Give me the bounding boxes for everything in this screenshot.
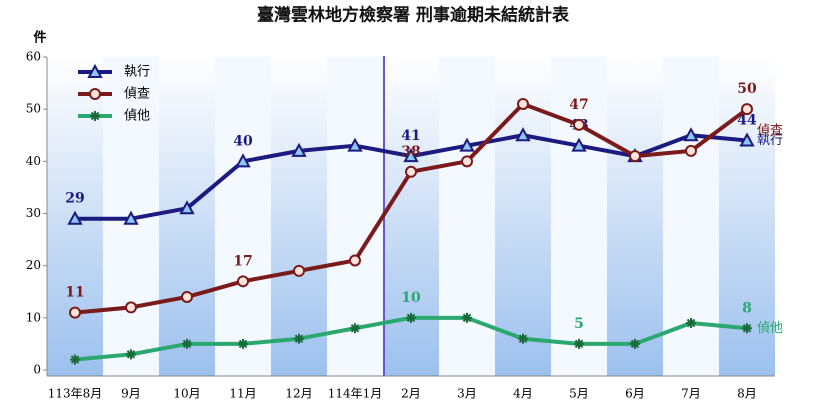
legend-label: 偵查 bbox=[124, 87, 150, 102]
data-label: 47 bbox=[569, 97, 588, 113]
y-tick-label: 60 bbox=[26, 50, 41, 64]
series-end-label: 偵查 bbox=[757, 124, 783, 139]
x-tick-label: 114年1月 bbox=[328, 387, 383, 401]
data-label: 29 bbox=[65, 191, 84, 207]
marker bbox=[739, 132, 755, 147]
marker bbox=[517, 97, 529, 110]
x-tick-label: 113年8月 bbox=[48, 387, 103, 401]
band bbox=[607, 57, 663, 376]
marker bbox=[123, 210, 139, 225]
marker bbox=[459, 137, 475, 152]
marker bbox=[405, 165, 417, 178]
marker bbox=[461, 155, 473, 168]
marker bbox=[293, 264, 305, 277]
x-tick-label: 11月 bbox=[229, 387, 256, 401]
marker bbox=[571, 137, 587, 152]
marker bbox=[238, 338, 248, 349]
marker bbox=[403, 148, 419, 163]
data-label: 10 bbox=[401, 290, 421, 306]
y-tick-label: 0 bbox=[33, 363, 41, 377]
data-label: 40 bbox=[233, 133, 253, 149]
marker bbox=[69, 306, 81, 319]
marker bbox=[291, 142, 307, 157]
chart-title: 臺灣雲林地方檢察署 刑事逾期未結統計表 bbox=[257, 5, 570, 26]
band bbox=[439, 57, 495, 376]
marker bbox=[126, 349, 136, 360]
marker bbox=[179, 200, 195, 215]
band bbox=[271, 57, 327, 376]
data-label: 50 bbox=[737, 81, 757, 97]
band bbox=[159, 57, 215, 376]
marker bbox=[574, 338, 584, 349]
marker bbox=[685, 144, 697, 157]
band bbox=[383, 57, 439, 376]
x-tick-label: 10月 bbox=[173, 387, 200, 401]
marker bbox=[573, 118, 585, 131]
data-label: 38 bbox=[401, 144, 420, 160]
x-tick-label: 3月 bbox=[457, 387, 477, 401]
plot-background bbox=[47, 57, 775, 376]
x-tick-label: 9月 bbox=[121, 387, 141, 401]
legend-label: 執行 bbox=[124, 64, 150, 80]
data-label: 5 bbox=[574, 316, 584, 332]
y-tick-label: 10 bbox=[26, 310, 41, 324]
plot: 2940414344執行執行1117384750偵查偵查1058偵他偵他 bbox=[65, 64, 783, 365]
data-label: 41 bbox=[401, 128, 420, 144]
x-tick-label: 4月 bbox=[513, 387, 533, 401]
data-label: 11 bbox=[65, 285, 84, 301]
x-tick-label: 5月 bbox=[569, 387, 589, 401]
x-tick-label: 7月 bbox=[681, 387, 701, 401]
marker bbox=[181, 290, 193, 303]
band bbox=[551, 57, 607, 376]
marker bbox=[742, 323, 752, 334]
y-axis-label: 件 bbox=[33, 30, 46, 46]
data-label: 8 bbox=[742, 300, 752, 316]
marker bbox=[294, 333, 304, 344]
marker bbox=[237, 275, 249, 288]
x-tick-label: 12月 bbox=[285, 387, 312, 401]
marker bbox=[89, 88, 101, 100]
marker bbox=[406, 312, 416, 323]
x-tick-label: 8月 bbox=[737, 387, 757, 401]
marker bbox=[87, 63, 103, 78]
marker bbox=[70, 354, 80, 365]
marker bbox=[630, 338, 640, 349]
y-tick-label: 30 bbox=[26, 206, 41, 220]
marker bbox=[350, 323, 360, 334]
marker bbox=[462, 312, 472, 323]
y-tick-label: 20 bbox=[26, 258, 41, 272]
marker bbox=[347, 137, 363, 152]
band bbox=[215, 57, 271, 376]
marker bbox=[683, 127, 699, 142]
data-label: 44 bbox=[737, 112, 757, 128]
marker bbox=[90, 111, 100, 121]
x-tick-label: 6月 bbox=[625, 387, 645, 401]
data-label: 17 bbox=[233, 253, 252, 269]
grid: 0 10 20 30 40 50 60 113年8月 9月 10月 11月 12月 114年1月 2月 3月… bbox=[26, 50, 775, 401]
marker bbox=[741, 103, 753, 116]
marker bbox=[125, 301, 137, 314]
marker bbox=[515, 127, 531, 142]
marker bbox=[629, 150, 641, 163]
series-end-label: 執行 bbox=[757, 132, 783, 148]
y-tick-label: 50 bbox=[26, 102, 41, 116]
marker bbox=[235, 153, 251, 168]
band bbox=[663, 57, 719, 376]
marker bbox=[182, 338, 192, 349]
marker bbox=[349, 254, 361, 267]
legend-label: 偵他 bbox=[124, 109, 150, 124]
marker bbox=[518, 333, 528, 344]
x-tick-label: 2月 bbox=[401, 387, 421, 401]
series-end-label: 偵他 bbox=[757, 321, 783, 336]
marker bbox=[67, 210, 83, 225]
marker bbox=[686, 318, 696, 329]
y-tick-label: 40 bbox=[26, 154, 41, 168]
